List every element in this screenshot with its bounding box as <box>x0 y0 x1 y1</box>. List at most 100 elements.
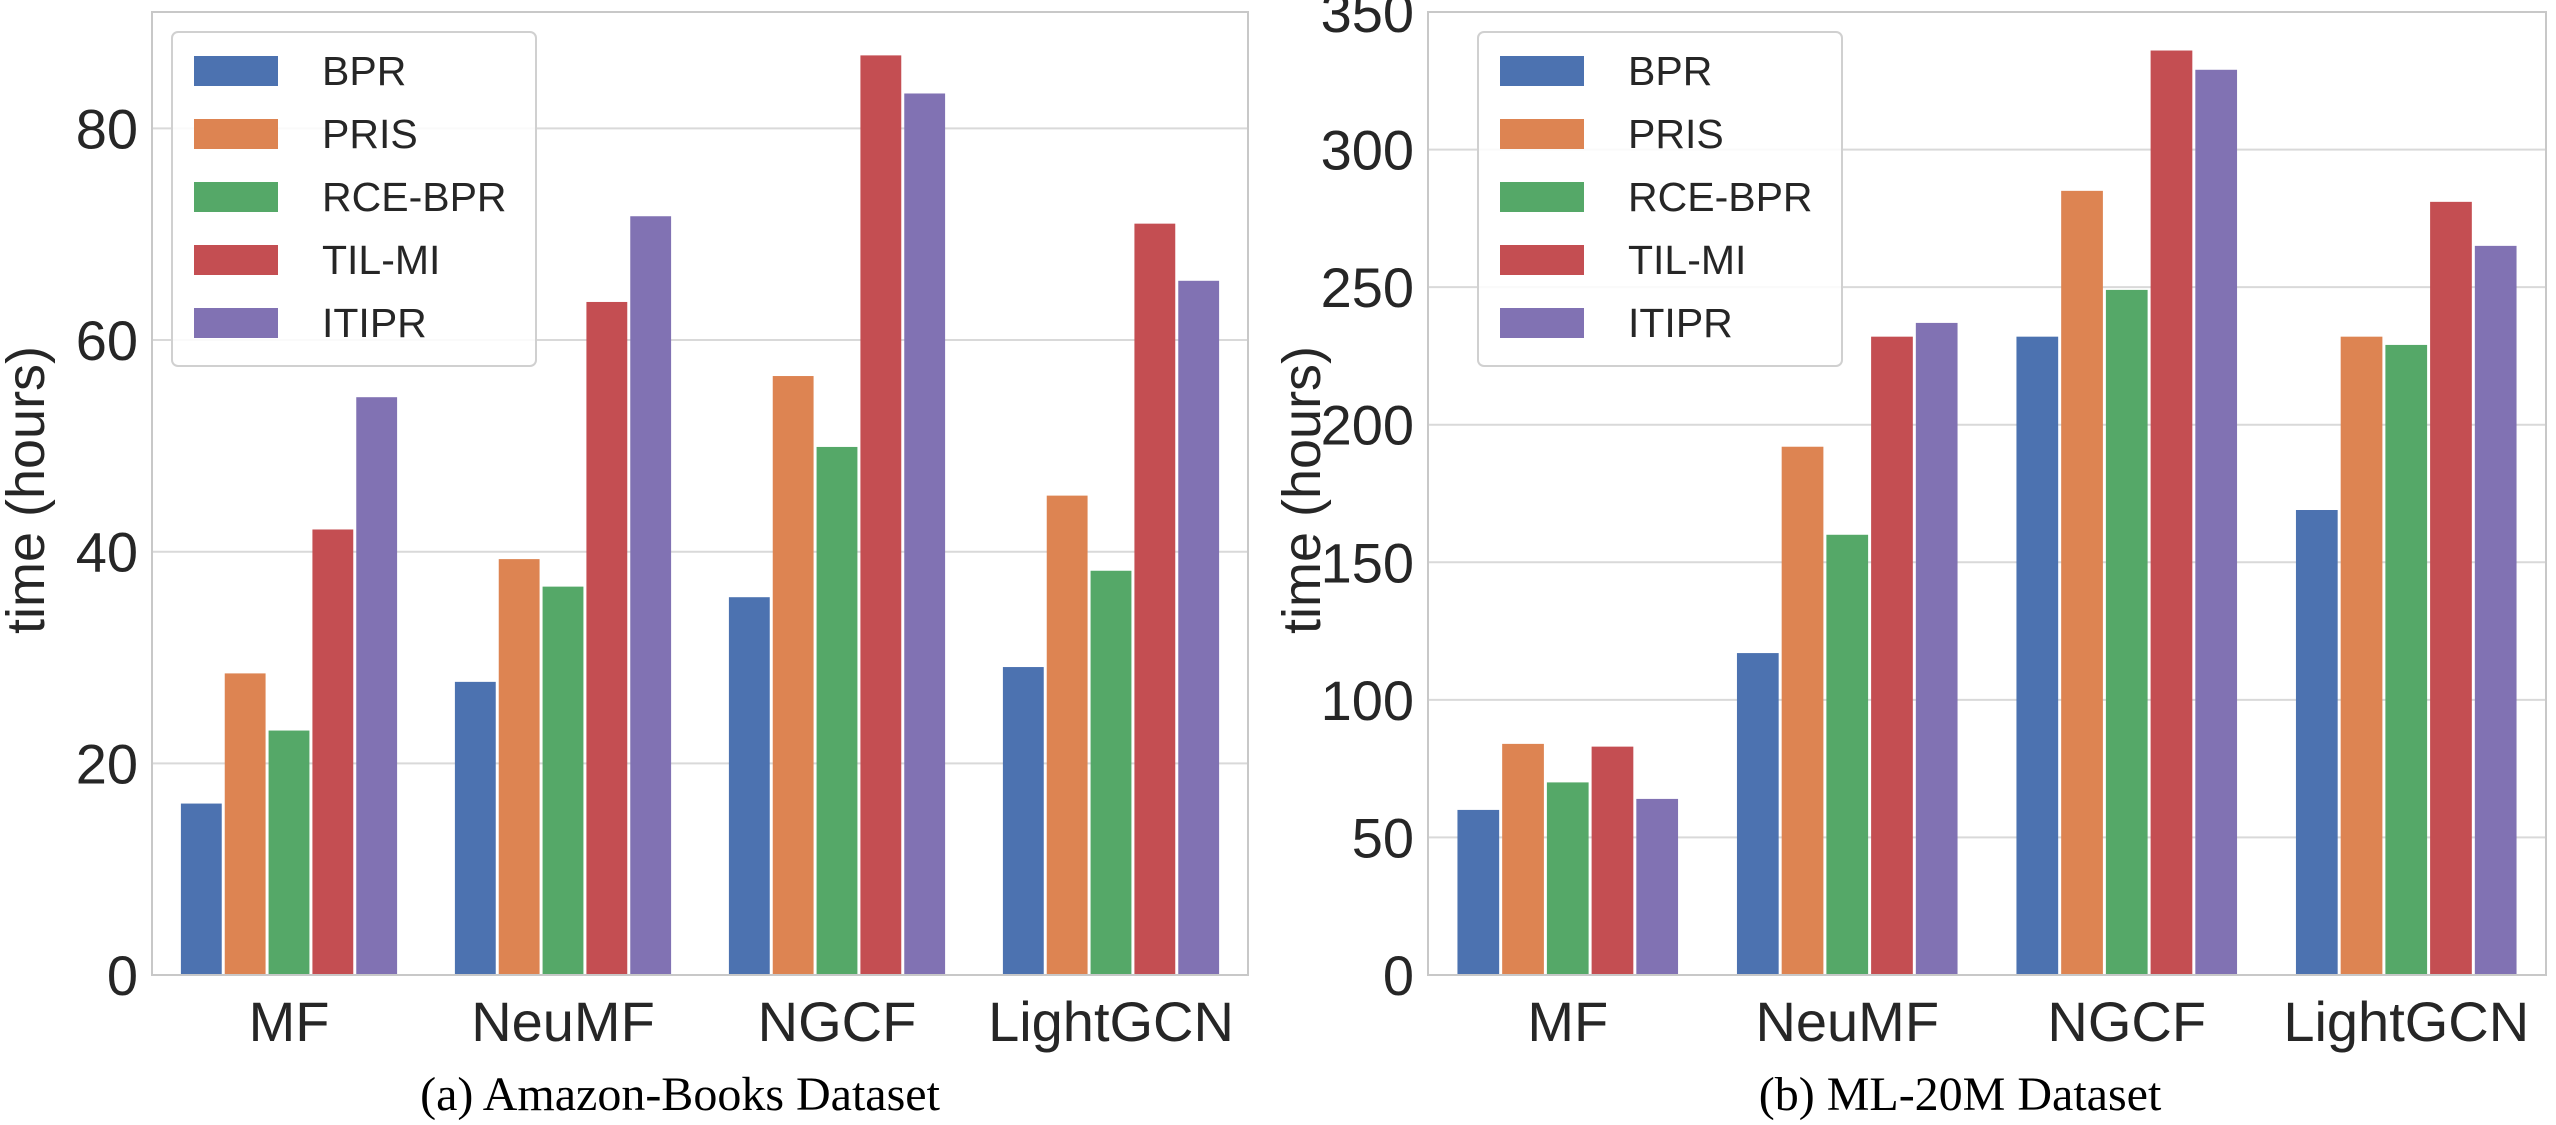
amazon-books-bar-pris-mf <box>224 673 266 975</box>
ml-20m-y-tick-label: 250 <box>1321 256 1414 319</box>
amazon-books-bar-bpr-mf <box>180 803 222 975</box>
amazon-books-bar-pris-lightgcn <box>1046 495 1088 975</box>
amazon-books-bar-rce-bpr-lightgcn <box>1090 570 1132 975</box>
ml-20m-bar-bpr-ngcf <box>2016 336 2059 975</box>
chart-amazon-books-frame <box>151 11 1249 976</box>
amazon-books-y-tick-label: 20 <box>76 732 138 795</box>
ml-20m-x-tick-label: MF <box>1527 990 1608 1053</box>
ml-20m-y-tick-label: 0 <box>1383 944 1414 1007</box>
amazon-books-y-tick-label: 80 <box>76 97 138 160</box>
ml-20m-y-tick-label: 200 <box>1321 394 1414 457</box>
chart-ml-20m-bars <box>1457 50 2517 976</box>
ml-20m-bar-til-mi-neumf <box>1871 336 1913 975</box>
ml-20m-legend-swatch-rce-bpr <box>1500 182 1584 212</box>
chart-ml-20m-legend: BPR PRIS RCE-BPR TIL-MI ITIPR <box>1477 31 1843 367</box>
ml-20m-legend-label-pris: PRIS <box>1628 111 1724 157</box>
amazon-books-bar-itipr-lightgcn <box>1178 280 1220 975</box>
ml-20m-bar-pris-mf <box>1502 743 1544 975</box>
amazon-books-bar-rce-bpr-mf <box>268 730 310 975</box>
ml-20m-bar-itipr-neumf <box>1915 322 1958 975</box>
ml-20m-bar-itipr-ngcf <box>2195 69 2238 975</box>
ml-20m-bar-itipr-lightgcn <box>2474 245 2517 975</box>
ml-20m-y-tick-label: 150 <box>1321 531 1414 594</box>
ml-20m-bar-til-mi-ngcf <box>2150 50 2193 975</box>
chart-amazon-books-y-axis-label: time (hours) <box>0 346 56 634</box>
ml-20m-bar-rce-bpr-lightgcn <box>2385 344 2428 975</box>
amazon-books-legend-swatch-rce-bpr <box>194 182 278 212</box>
chart-ml-20m: 0 50 100 150 200 250 300 350 MF NeuMF NGCF LightGC… <box>1272 0 2547 1121</box>
amazon-books-bar-itipr-neumf <box>630 216 672 975</box>
amazon-books-legend-swatch-pris <box>194 119 278 149</box>
amazon-books-x-tick-label: NGCF <box>758 990 917 1053</box>
amazon-books-legend-label-rce-bpr: RCE-BPR <box>322 174 507 220</box>
chart-amazon-books-caption: (a) Amazon-Books Dataset <box>420 1068 941 1121</box>
chart-ml-20m-caption: (b) ML-20M Dataset <box>1759 1068 2162 1121</box>
chart-ml-20m-frame <box>1427 11 2547 976</box>
amazon-books-bar-pris-neumf <box>498 559 540 975</box>
ml-20m-x-tick-label: NeuMF <box>1755 990 1939 1053</box>
ml-20m-bar-bpr-lightgcn <box>2295 510 2338 975</box>
amazon-books-y-tick-label: 60 <box>76 309 138 372</box>
ml-20m-bar-rce-bpr-mf <box>1546 782 1589 975</box>
ml-20m-bar-pris-lightgcn <box>2340 336 2383 975</box>
ml-20m-legend-swatch-itipr <box>1500 308 1584 338</box>
amazon-books-x-tick-label: NeuMF <box>471 990 655 1053</box>
ml-20m-y-tick-label: 100 <box>1321 669 1414 732</box>
ml-20m-legend-label-til-mi: TIL-MI <box>1628 237 1746 283</box>
ml-20m-legend-label-itipr: ITIPR <box>1628 300 1733 346</box>
amazon-books-y-tick-label: 40 <box>76 521 138 584</box>
amazon-books-bar-pris-ngcf <box>772 376 814 975</box>
ml-20m-bar-rce-bpr-neumf <box>1826 534 1869 975</box>
amazon-books-y-tick-label: 0 <box>107 944 138 1007</box>
amazon-books-legend-swatch-itipr <box>194 308 278 338</box>
amazon-books-x-tick-label: MF <box>249 990 330 1053</box>
amazon-books-bar-bpr-lightgcn <box>1002 667 1044 975</box>
amazon-books-legend-swatch-bpr <box>194 56 278 86</box>
ml-20m-bar-itipr-mf <box>1636 798 1679 975</box>
amazon-books-x-tick-label: LightGCN <box>988 990 1234 1053</box>
chart-amazon-books-x-ticks: MF NeuMF NGCF LightGCN <box>249 990 1234 1053</box>
amazon-books-bar-bpr-neumf <box>454 681 496 975</box>
chart-ml-20m-x-ticks: MF NeuMF NGCF LightGCN <box>1527 990 2529 1053</box>
amazon-books-legend-box <box>171 31 537 367</box>
ml-20m-legend-label-rce-bpr: RCE-BPR <box>1628 174 1813 220</box>
ml-20m-x-tick-label: NGCF <box>2047 990 2206 1053</box>
ml-20m-y-tick-label: 300 <box>1321 119 1414 182</box>
ml-20m-legend-label-bpr: BPR <box>1628 48 1712 94</box>
ml-20m-legend-swatch-til-mi <box>1500 245 1584 275</box>
ml-20m-legend-swatch-bpr <box>1500 56 1584 86</box>
ml-20m-bar-til-mi-mf <box>1591 746 1634 975</box>
amazon-books-bar-til-mi-lightgcn <box>1134 223 1176 976</box>
ml-20m-legend-box <box>1477 31 1843 367</box>
amazon-books-bar-bpr-ngcf <box>728 597 770 975</box>
chart-amazon-books: 0 20 40 60 80 MF NeuMF NGCF LightGCN time (hour… <box>0 11 1249 1121</box>
ml-20m-bar-bpr-mf <box>1457 809 1500 975</box>
amazon-books-legend-label-pris: PRIS <box>322 111 418 157</box>
chart-ml-20m-y-ticks: 0 50 100 150 200 250 300 350 <box>1321 0 1414 1007</box>
amazon-books-bar-til-mi-mf <box>312 529 354 975</box>
ml-20m-bar-pris-neumf <box>1781 446 1824 975</box>
amazon-books-legend-label-til-mi: TIL-MI <box>322 237 440 283</box>
amazon-books-bar-rce-bpr-neumf <box>542 586 584 975</box>
ml-20m-legend-swatch-pris <box>1500 119 1584 149</box>
amazon-books-bar-til-mi-ngcf <box>860 55 902 975</box>
ml-20m-bar-pris-ngcf <box>2061 190 2103 976</box>
ml-20m-bar-rce-bpr-ngcf <box>2105 289 2148 975</box>
amazon-books-legend-label-bpr: BPR <box>322 48 406 94</box>
ml-20m-bar-bpr-neumf <box>1736 653 1779 975</box>
amazon-books-bar-rce-bpr-ngcf <box>816 446 858 975</box>
ml-20m-x-tick-label: LightGCN <box>2283 990 2529 1053</box>
chart-amazon-books-bars <box>180 55 1220 976</box>
ml-20m-y-tick-label: 50 <box>1352 806 1414 869</box>
ml-20m-y-tick-label: 350 <box>1321 0 1414 44</box>
chart-amazon-books-y-ticks: 0 20 40 60 80 <box>76 97 138 1007</box>
ml-20m-bar-til-mi-lightgcn <box>2430 201 2472 975</box>
chart-ml-20m-y-axis-label: time (hours) <box>1272 346 1332 634</box>
amazon-books-legend-label-itipr: ITIPR <box>322 300 427 346</box>
amazon-books-bar-itipr-ngcf <box>904 93 946 975</box>
amazon-books-bar-itipr-mf <box>356 397 398 975</box>
chart-amazon-books-legend: BPR PRIS RCE-BPR TIL-MI ITIPR <box>171 31 537 367</box>
amazon-books-bar-til-mi-neumf <box>586 301 628 975</box>
amazon-books-legend-swatch-til-mi <box>194 245 278 275</box>
